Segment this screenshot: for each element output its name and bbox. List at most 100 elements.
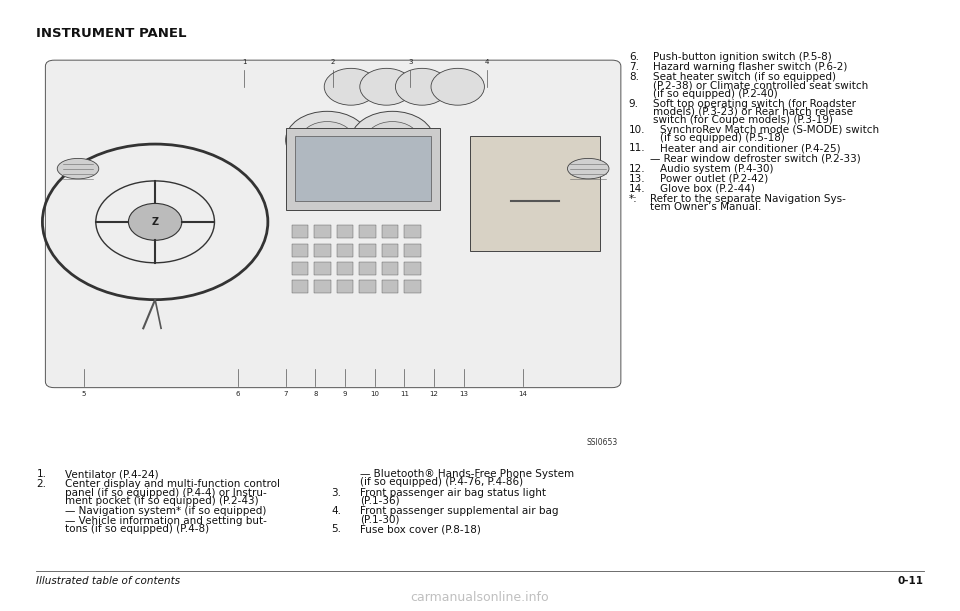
Text: Power outlet (P.2-42): Power outlet (P.2-42) bbox=[660, 174, 768, 184]
Circle shape bbox=[360, 68, 413, 105]
Bar bbox=[286, 128, 440, 210]
Text: Hazard warning flasher switch (P.6-2): Hazard warning flasher switch (P.6-2) bbox=[653, 62, 847, 72]
Text: 3.: 3. bbox=[331, 488, 341, 497]
Bar bbox=[337, 244, 353, 257]
Circle shape bbox=[324, 68, 377, 105]
Bar bbox=[292, 262, 308, 275]
Text: carmanualsonline.info: carmanualsonline.info bbox=[411, 591, 549, 604]
Text: Z: Z bbox=[152, 217, 158, 227]
Text: 10: 10 bbox=[371, 391, 379, 397]
Circle shape bbox=[300, 122, 354, 158]
Text: INSTRUMENT PANEL: INSTRUMENT PANEL bbox=[36, 27, 187, 40]
Text: 4: 4 bbox=[485, 59, 490, 65]
Text: switch (for Coupe models) (P.3-19): switch (for Coupe models) (P.3-19) bbox=[653, 115, 833, 125]
Circle shape bbox=[129, 203, 181, 240]
Text: 7.: 7. bbox=[629, 62, 638, 72]
Text: Refer to the separate Navigation Sys-: Refer to the separate Navigation Sys- bbox=[650, 194, 846, 204]
Text: Heater and air conditioner (P.4-25): Heater and air conditioner (P.4-25) bbox=[660, 144, 840, 153]
Ellipse shape bbox=[58, 158, 99, 179]
Text: Soft top operating switch (for Roadster: Soft top operating switch (for Roadster bbox=[653, 98, 855, 109]
Text: Center display and multi-function control: Center display and multi-function contro… bbox=[65, 479, 280, 489]
Bar bbox=[314, 244, 331, 257]
Circle shape bbox=[286, 111, 369, 169]
Text: — Rear window defroster switch (P.2-33): — Rear window defroster switch (P.2-33) bbox=[650, 153, 861, 164]
Text: 2.: 2. bbox=[36, 479, 46, 489]
Bar bbox=[382, 225, 398, 238]
Text: tem Owner’s Manual.: tem Owner’s Manual. bbox=[650, 202, 761, 212]
Text: 1.: 1. bbox=[36, 469, 46, 479]
Text: 13: 13 bbox=[459, 391, 468, 397]
Text: tons (if so equipped) (P.4-8): tons (if so equipped) (P.4-8) bbox=[65, 524, 209, 534]
Text: 14: 14 bbox=[518, 391, 527, 397]
Bar bbox=[404, 244, 420, 257]
Bar bbox=[382, 280, 398, 293]
Bar bbox=[382, 244, 398, 257]
Bar bbox=[337, 262, 353, 275]
Circle shape bbox=[366, 122, 420, 158]
Text: 6: 6 bbox=[236, 391, 240, 397]
Text: (if so equipped) (P.4-76, P.4-86): (if so equipped) (P.4-76, P.4-86) bbox=[360, 478, 523, 488]
Circle shape bbox=[396, 68, 449, 105]
Bar bbox=[314, 280, 331, 293]
Bar bbox=[404, 225, 420, 238]
Text: 2: 2 bbox=[331, 59, 335, 65]
Bar bbox=[295, 136, 431, 202]
Text: *:: *: bbox=[629, 194, 637, 204]
Text: Front passenger air bag status light: Front passenger air bag status light bbox=[360, 488, 546, 497]
Bar bbox=[359, 225, 375, 238]
Text: — Bluetooth® Hands-Free Phone System: — Bluetooth® Hands-Free Phone System bbox=[360, 469, 574, 479]
Text: (if so equipped) (P.5-18): (if so equipped) (P.5-18) bbox=[660, 133, 784, 144]
Text: ment pocket (if so equipped) (P.2-43): ment pocket (if so equipped) (P.2-43) bbox=[65, 496, 259, 506]
Text: (P.1-30): (P.1-30) bbox=[360, 514, 399, 524]
Bar bbox=[359, 262, 375, 275]
Bar bbox=[359, 244, 375, 257]
Text: 9.: 9. bbox=[629, 98, 638, 109]
Text: panel (if so equipped) (P.4-4) or Instru-: panel (if so equipped) (P.4-4) or Instru… bbox=[65, 488, 267, 497]
Text: models) (P.3-23) or Rear hatch release: models) (P.3-23) or Rear hatch release bbox=[653, 107, 852, 117]
Text: 0-11: 0-11 bbox=[898, 576, 924, 586]
Bar bbox=[314, 225, 331, 238]
Bar bbox=[292, 244, 308, 257]
Text: 12.: 12. bbox=[629, 164, 645, 174]
Text: 8.: 8. bbox=[629, 72, 638, 82]
Text: — Vehicle information and setting but-: — Vehicle information and setting but- bbox=[65, 516, 267, 526]
Text: (P.1-36): (P.1-36) bbox=[360, 496, 399, 506]
Text: 5.: 5. bbox=[331, 524, 341, 534]
Text: 7: 7 bbox=[283, 391, 288, 397]
Text: — Navigation system* (if so equipped): — Navigation system* (if so equipped) bbox=[65, 506, 267, 516]
Text: 5: 5 bbox=[82, 391, 86, 397]
Text: Front passenger supplemental air bag: Front passenger supplemental air bag bbox=[360, 506, 559, 516]
Text: (P.2-38) or Climate controlled seat switch: (P.2-38) or Climate controlled seat swit… bbox=[653, 80, 868, 90]
Circle shape bbox=[351, 111, 434, 169]
Text: 14.: 14. bbox=[629, 184, 645, 194]
Bar bbox=[469, 136, 600, 251]
Bar bbox=[292, 280, 308, 293]
Ellipse shape bbox=[567, 158, 609, 179]
Text: SynchroRev Match mode (S-MODE) switch: SynchroRev Match mode (S-MODE) switch bbox=[660, 125, 878, 135]
Bar bbox=[337, 280, 353, 293]
Text: 4.: 4. bbox=[331, 506, 341, 516]
Text: 1: 1 bbox=[242, 59, 247, 65]
Text: 11.: 11. bbox=[629, 144, 645, 153]
Text: 8: 8 bbox=[313, 391, 318, 397]
Bar bbox=[382, 262, 398, 275]
Text: (if so equipped) (P.2-40): (if so equipped) (P.2-40) bbox=[653, 89, 778, 98]
Text: 10.: 10. bbox=[629, 125, 645, 135]
Text: Ventilator (P.4-24): Ventilator (P.4-24) bbox=[65, 469, 159, 479]
Text: 12: 12 bbox=[429, 391, 439, 397]
Bar bbox=[404, 262, 420, 275]
Text: SSI0653: SSI0653 bbox=[587, 438, 618, 447]
Text: 3: 3 bbox=[408, 59, 413, 65]
FancyBboxPatch shape bbox=[45, 60, 621, 387]
Bar bbox=[359, 280, 375, 293]
Text: Glove box (P.2-44): Glove box (P.2-44) bbox=[660, 184, 755, 194]
Text: Seat heater switch (if so equipped): Seat heater switch (if so equipped) bbox=[653, 72, 836, 82]
Text: Audio system (P.4-30): Audio system (P.4-30) bbox=[660, 164, 773, 174]
Bar bbox=[404, 280, 420, 293]
Text: 9: 9 bbox=[343, 391, 348, 397]
Text: 6.: 6. bbox=[629, 52, 638, 62]
Bar bbox=[292, 225, 308, 238]
Text: 11: 11 bbox=[399, 391, 409, 397]
Text: Push-button ignition switch (P.5-8): Push-button ignition switch (P.5-8) bbox=[653, 52, 831, 62]
Text: 13.: 13. bbox=[629, 174, 645, 184]
